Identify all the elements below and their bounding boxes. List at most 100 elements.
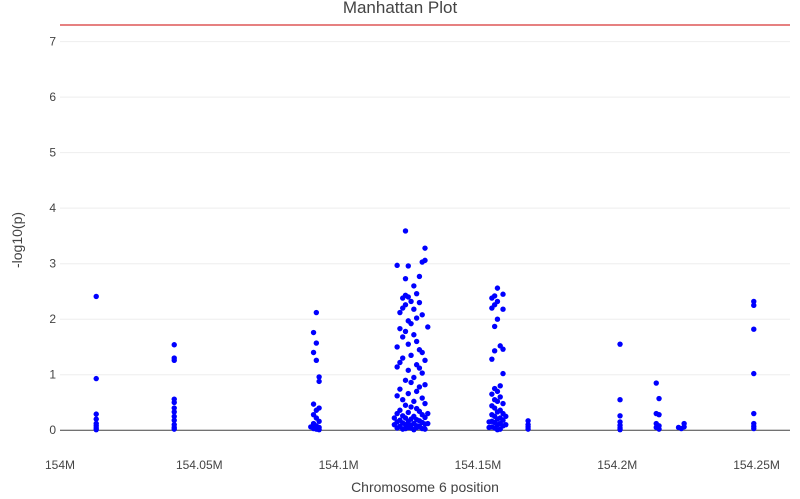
snp-point — [419, 349, 425, 356]
snp-point — [500, 291, 506, 297]
x-tick-labels: 154M 154.05M 154.1M 154.15M 154.2M 154.25M — [45, 458, 780, 472]
x-tick-label: 154.1M — [319, 458, 359, 472]
snp-point — [93, 416, 99, 422]
snp-point — [617, 396, 623, 403]
snp-point — [171, 342, 177, 348]
snp-point — [419, 259, 425, 265]
snp-point — [313, 357, 320, 363]
y-tick-label: 7 — [49, 35, 56, 49]
snp-point — [313, 340, 320, 346]
snp-point — [411, 374, 417, 381]
snp-point — [411, 306, 417, 312]
snp-point — [171, 357, 177, 363]
snp-point — [491, 323, 498, 330]
snp-point — [411, 398, 417, 405]
snp-point — [405, 409, 411, 416]
snp-point — [751, 302, 757, 309]
snp-point — [503, 421, 509, 428]
snp-point — [391, 421, 398, 428]
snp-point — [494, 426, 501, 433]
snp-point — [402, 328, 409, 335]
x-tick-label: 154.25M — [733, 458, 780, 472]
snp-point — [313, 309, 320, 316]
snp-point — [500, 306, 506, 312]
snp-point — [500, 400, 506, 407]
y-tick-label: 4 — [49, 201, 56, 215]
snp-point — [422, 414, 428, 421]
y-tick-labels: 0 1 2 3 4 5 6 7 — [49, 35, 56, 438]
snp-point — [751, 298, 757, 305]
snp-point — [494, 388, 501, 395]
snp-point — [310, 349, 317, 356]
snp-point — [413, 388, 420, 395]
snp-point — [413, 338, 420, 345]
snp-point — [408, 352, 414, 358]
y-tick-label: 0 — [49, 423, 56, 437]
snp-point — [171, 417, 177, 423]
snp-point — [400, 355, 406, 361]
snp-point — [391, 415, 398, 421]
snp-point — [394, 262, 400, 269]
snp-point — [425, 410, 431, 417]
snp-point — [316, 374, 322, 380]
snp-point — [316, 378, 322, 385]
snp-point — [500, 370, 506, 377]
snp-point — [656, 395, 662, 402]
snp-point — [617, 426, 623, 433]
snp-point — [656, 426, 662, 432]
chart-title: Manhattan Plot — [343, 0, 458, 17]
snp-point — [419, 370, 425, 376]
snp-point — [93, 375, 99, 382]
snp-point — [397, 424, 403, 430]
x-tick-label: 154.2M — [597, 458, 637, 472]
snp-points — [93, 228, 757, 433]
snp-point — [497, 383, 503, 389]
snp-point — [416, 299, 423, 306]
snp-point — [419, 395, 425, 401]
snp-point — [419, 312, 425, 318]
snp-point — [494, 316, 501, 322]
snp-point — [405, 390, 411, 397]
snp-point — [310, 329, 317, 336]
snp-point — [402, 377, 409, 383]
snp-point — [494, 398, 501, 405]
snp-point — [171, 409, 177, 415]
snp-point — [413, 315, 420, 321]
snp-point — [422, 426, 428, 432]
snp-point — [656, 411, 662, 418]
snp-point — [425, 324, 431, 330]
snp-point — [416, 365, 423, 371]
snp-point — [394, 393, 400, 399]
y-tick-label: 3 — [49, 257, 56, 271]
snp-point — [316, 426, 322, 433]
snp-point — [397, 309, 403, 316]
snp-point — [400, 334, 406, 340]
snp-point — [405, 341, 411, 347]
snp-point — [405, 263, 411, 269]
snp-point — [310, 401, 317, 407]
snp-point — [397, 325, 403, 332]
y-tick-label: 6 — [49, 90, 56, 104]
snp-point — [497, 394, 503, 400]
snp-point — [422, 400, 428, 407]
snp-point — [316, 418, 322, 425]
snp-point — [422, 357, 428, 363]
snp-point — [394, 344, 400, 350]
y-tick-label: 5 — [49, 146, 56, 160]
snp-point — [416, 384, 423, 390]
snp-point — [397, 386, 403, 392]
snp-point — [617, 341, 623, 347]
snp-point — [678, 425, 685, 432]
snp-point — [93, 293, 99, 300]
y-gridlines — [60, 41, 790, 376]
snp-point — [751, 410, 757, 417]
y-axis-title: -log10(p) — [9, 212, 25, 268]
x-axis-title: Chromosome 6 position — [351, 479, 499, 494]
y-tick-label: 2 — [49, 312, 56, 326]
snp-point — [491, 405, 498, 411]
snp-point — [308, 424, 314, 430]
snp-point — [408, 320, 414, 327]
snp-point — [402, 228, 409, 234]
snp-point — [400, 305, 406, 311]
